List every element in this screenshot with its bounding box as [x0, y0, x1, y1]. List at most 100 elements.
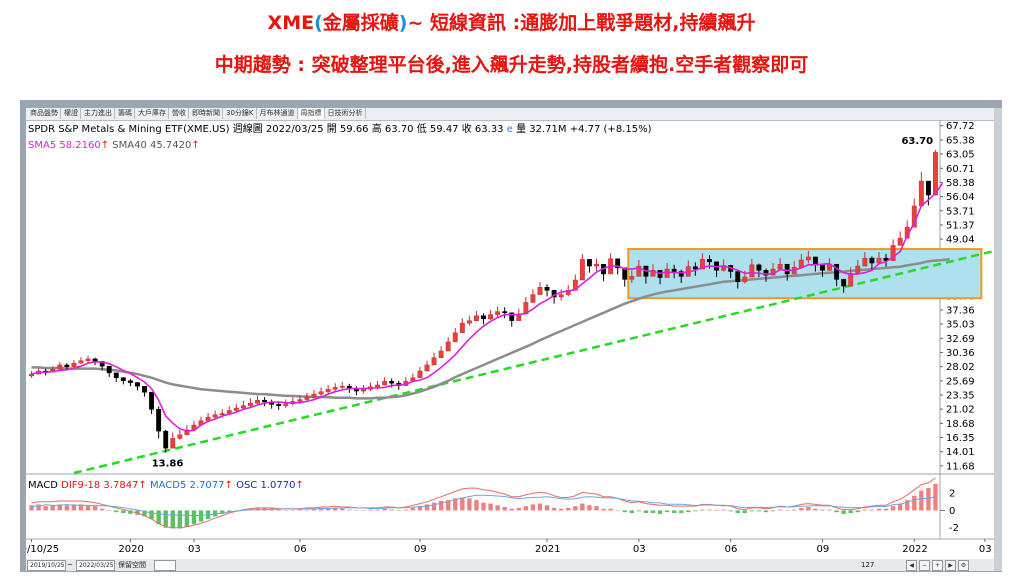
- quote-name: SPDR S&P Metals & Mining ETF(XME.US): [28, 124, 230, 135]
- candle-body: [113, 372, 119, 378]
- sma40-arrow: ↑: [191, 140, 199, 151]
- osc-bar: [784, 510, 790, 511]
- tab-7[interactable]: 30分鐘K: [224, 108, 257, 119]
- osc-bar: [410, 507, 416, 511]
- candle-body: [57, 364, 63, 370]
- headline-ticker: XME: [267, 12, 315, 34]
- osc-bar: [573, 506, 578, 511]
- from-date-select[interactable]: 2019/10/25: [27, 560, 66, 571]
- candle-body: [890, 245, 896, 261]
- candle-body: [325, 388, 331, 392]
- osc-bar: [114, 510, 119, 513]
- quote-low: 低 59.47: [414, 122, 459, 135]
- tab-0[interactable]: 商品盤勢: [28, 108, 61, 119]
- osc-bar: [749, 510, 755, 512]
- osc-bar: [36, 504, 41, 511]
- candle-body: [283, 403, 289, 406]
- candle-body: [784, 263, 790, 275]
- candle-body: [382, 381, 388, 386]
- osc-bar: [290, 510, 296, 511]
- osc-bar: [354, 510, 359, 511]
- headline-short-term-info: ~ 短線資訊 :通膨加上戰爭題材,持續飆升: [407, 12, 756, 34]
- tab-2[interactable]: 主力進出: [82, 108, 115, 119]
- tab-10[interactable]: 日技術分析: [326, 108, 366, 119]
- tab-3[interactable]: 籌碼: [116, 108, 135, 119]
- quote-e-mark: e: [504, 124, 513, 135]
- y-tick-label: 14.01: [946, 447, 975, 458]
- osc-bar: [396, 510, 401, 511]
- tab-1[interactable]: 權證: [62, 108, 81, 119]
- osc-bar: [756, 510, 762, 512]
- candle-body: [763, 270, 769, 276]
- osc-bar: [558, 508, 564, 511]
- candle-body: [233, 407, 239, 411]
- tab-5[interactable]: 營收: [170, 108, 189, 119]
- osc-bar: [721, 509, 726, 511]
- candle-body: [431, 357, 437, 366]
- y-tick-label: 58.38: [946, 178, 975, 189]
- osc-bar: [728, 510, 733, 512]
- osc-bar: [184, 510, 190, 527]
- candle-body: [375, 384, 381, 388]
- osc-bar: [806, 507, 811, 511]
- scroll-left-button[interactable]: ◀: [906, 560, 917, 571]
- x-tick-label: 2020: [118, 544, 143, 555]
- uptrend-line: [73, 250, 993, 475]
- osc-bar: [629, 510, 634, 514]
- candle-body: [240, 405, 246, 409]
- osc-bar: [424, 504, 430, 511]
- tab-9[interactable]: 周指標: [298, 108, 325, 119]
- bar-count: 127: [861, 561, 875, 569]
- low-price-label: 13.86: [152, 459, 184, 470]
- to-date-select[interactable]: 2022/03/25: [76, 560, 115, 571]
- osc-bar: [99, 508, 105, 511]
- date-range-bar: 2019/10/25 ~ 2022/03/25 保留空間 127 ◀ − + ▶…: [26, 559, 994, 571]
- osc-bar: [848, 510, 853, 514]
- right-scrollbar[interactable]: [994, 108, 1002, 571]
- osc-bar: [594, 506, 599, 511]
- tab-4[interactable]: 大戶庫存: [136, 108, 169, 119]
- osc-bar: [834, 510, 839, 513]
- candle-body: [615, 258, 621, 269]
- candle-body: [671, 268, 677, 272]
- osc-bar: [283, 510, 288, 511]
- dif-legend: DIF9-18 3.7847: [61, 480, 138, 491]
- scroll-right-button[interactable]: ▶: [945, 560, 956, 571]
- candle-body: [71, 362, 77, 368]
- osc-bar: [502, 507, 507, 511]
- osc-bar: [664, 510, 670, 513]
- osc-bar: [149, 510, 154, 520]
- candle-body: [466, 320, 472, 324]
- osc-bar: [177, 510, 183, 529]
- tab-8[interactable]: 月布林通道: [258, 108, 298, 119]
- osc-bar: [813, 508, 818, 511]
- osc-bar: [551, 507, 557, 511]
- candle-body: [650, 270, 656, 277]
- candle-body: [219, 413, 225, 415]
- osc-bar: [64, 505, 70, 511]
- reserve-space-select[interactable]: [154, 560, 176, 571]
- headline-paren-close: ): [398, 12, 408, 34]
- candle-body: [805, 256, 811, 261]
- osc-bar: [693, 510, 698, 512]
- zoom-in-button[interactable]: +: [932, 560, 943, 571]
- osc-bar: [453, 498, 458, 511]
- osc-bar: [347, 509, 352, 511]
- osc-bar: [601, 508, 606, 511]
- tab-6[interactable]: 即時新聞: [190, 108, 223, 119]
- zoom-out-button[interactable]: −: [919, 560, 930, 571]
- candle-body: [636, 265, 642, 277]
- candle-body: [311, 393, 317, 398]
- date-range-separator: ~: [67, 561, 73, 569]
- osc-bar: [509, 508, 514, 511]
- quote-period: 週線圖: [230, 122, 263, 135]
- candle-body: [579, 259, 585, 281]
- quote-high: 高 63.70: [369, 122, 414, 135]
- ma-legend: SMA5 58.2160↑ SMA40 45.7420↑: [28, 140, 200, 151]
- candle-body: [361, 388, 366, 392]
- y-tick-label: 37.36: [946, 305, 975, 316]
- candle-body: [622, 267, 628, 280]
- settings-button[interactable]: ⚙: [958, 560, 969, 571]
- macd-line: [31, 494, 936, 517]
- candle-body: [339, 385, 345, 388]
